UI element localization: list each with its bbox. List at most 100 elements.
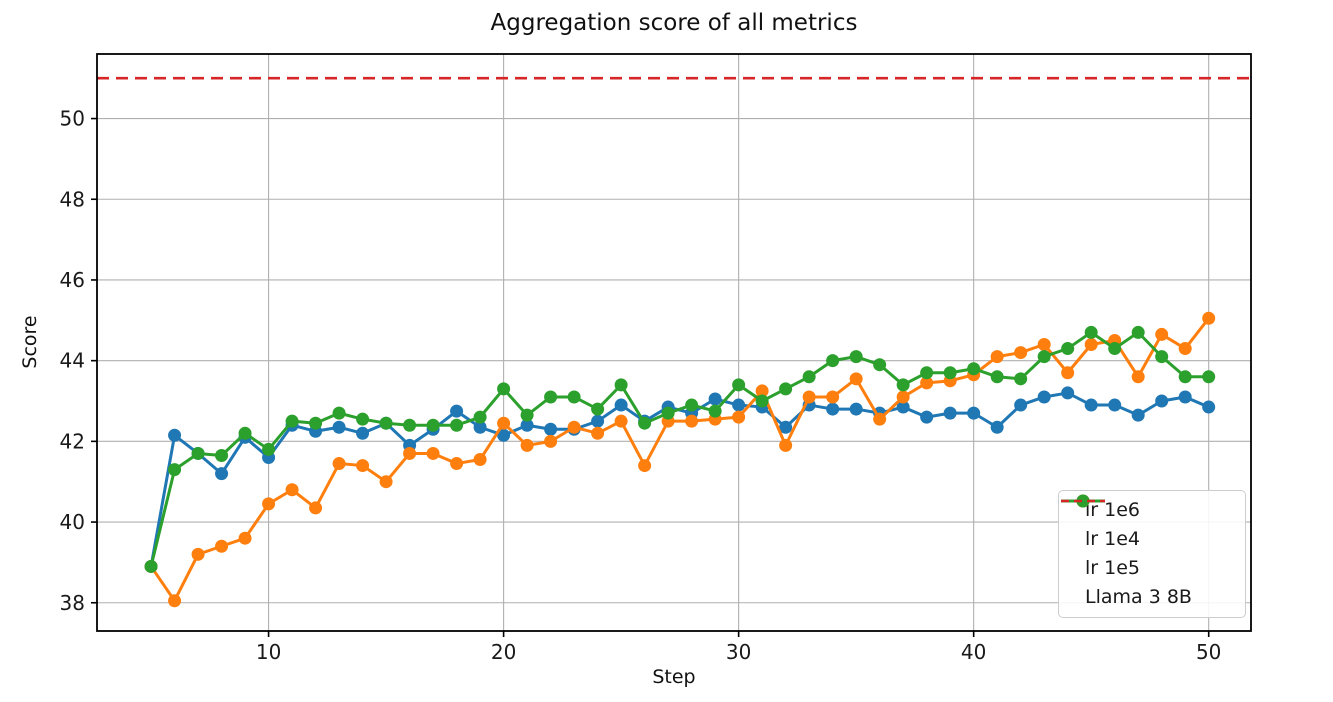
data-point-marker bbox=[168, 594, 182, 608]
data-point-marker bbox=[873, 412, 887, 426]
data-point-marker bbox=[614, 414, 628, 428]
data-point-marker bbox=[967, 406, 981, 420]
data-point-marker bbox=[285, 414, 299, 428]
data-point-marker bbox=[1131, 325, 1145, 339]
data-point-marker bbox=[802, 370, 816, 384]
data-point-marker bbox=[826, 390, 840, 404]
series-lr-1e4 bbox=[144, 311, 1216, 608]
data-point-marker bbox=[379, 475, 393, 489]
legend-entry: lr 1e4 bbox=[1061, 494, 1245, 554]
data-point-marker bbox=[356, 459, 370, 473]
data-point-marker bbox=[450, 418, 464, 432]
data-point-marker bbox=[403, 446, 417, 460]
data-point-marker bbox=[614, 398, 628, 412]
data-point-marker bbox=[732, 410, 746, 424]
data-point-marker bbox=[779, 438, 793, 452]
data-point-marker bbox=[1108, 398, 1122, 412]
data-point-marker bbox=[873, 358, 887, 372]
data-point-marker bbox=[309, 416, 323, 430]
data-point-marker bbox=[990, 420, 1004, 434]
data-point-marker bbox=[215, 467, 229, 481]
data-point-marker bbox=[943, 406, 957, 420]
data-point-marker bbox=[544, 390, 558, 404]
data-point-marker bbox=[920, 410, 934, 424]
data-point-marker bbox=[896, 390, 910, 404]
data-point-marker bbox=[896, 378, 910, 392]
data-point-marker bbox=[779, 420, 793, 434]
data-point-marker bbox=[1178, 390, 1192, 404]
data-point-marker bbox=[591, 414, 605, 428]
data-point-marker bbox=[426, 418, 440, 432]
data-point-marker bbox=[215, 539, 229, 553]
data-point-marker bbox=[567, 420, 581, 434]
y-tick-label: 44 bbox=[60, 349, 85, 373]
plot-frame bbox=[96, 53, 1252, 632]
data-point-marker bbox=[520, 438, 534, 452]
data-point-marker bbox=[990, 370, 1004, 384]
data-point-marker bbox=[497, 382, 511, 396]
data-point-marker bbox=[520, 418, 534, 432]
data-point-marker bbox=[238, 531, 252, 545]
series-line bbox=[149, 317, 1210, 603]
data-point-marker bbox=[967, 362, 981, 376]
legend-label: lr 1e4 bbox=[1085, 528, 1140, 550]
data-point-marker bbox=[1155, 350, 1169, 364]
data-point-marker bbox=[1014, 372, 1028, 386]
data-point-marker bbox=[1084, 398, 1098, 412]
legend-label: lr 1e5 bbox=[1085, 557, 1140, 579]
data-point-marker bbox=[1061, 342, 1075, 356]
data-point-marker bbox=[473, 453, 487, 467]
data-point-marker bbox=[1131, 408, 1145, 422]
y-tick-label: 50 bbox=[60, 107, 85, 131]
data-point-marker bbox=[1108, 342, 1122, 356]
data-point-marker bbox=[1061, 386, 1075, 400]
data-point-marker bbox=[191, 547, 205, 561]
data-point-marker bbox=[614, 378, 628, 392]
data-point-marker bbox=[450, 457, 464, 471]
data-point-marker bbox=[1178, 342, 1192, 356]
legend-entry: Llama 3 8B bbox=[1061, 499, 1245, 612]
data-point-marker bbox=[1178, 370, 1192, 384]
data-point-marker bbox=[638, 416, 652, 430]
data-point-marker bbox=[826, 354, 840, 368]
data-point-marker bbox=[544, 434, 558, 448]
data-point-marker bbox=[1037, 390, 1051, 404]
y-tick-label: 46 bbox=[60, 268, 85, 292]
y-tick-label: 40 bbox=[60, 510, 85, 534]
data-point-marker bbox=[191, 446, 205, 460]
data-point-marker bbox=[497, 416, 511, 430]
data-point-marker bbox=[1131, 370, 1145, 384]
data-point-marker bbox=[802, 390, 816, 404]
data-point-marker bbox=[849, 350, 863, 364]
data-point-marker bbox=[920, 366, 934, 380]
axis-ticks bbox=[91, 117, 1210, 637]
x-tick-label: 10 bbox=[256, 640, 281, 664]
data-point-marker bbox=[450, 404, 464, 418]
data-point-marker bbox=[1014, 398, 1028, 412]
data-point-marker bbox=[168, 463, 182, 477]
gridlines bbox=[97, 54, 1251, 631]
data-point-marker bbox=[685, 414, 699, 428]
data-point-marker bbox=[309, 501, 323, 515]
data-point-marker bbox=[591, 402, 605, 416]
y-tick-label: 48 bbox=[60, 187, 85, 211]
chart-title: Aggregation score of all metrics bbox=[490, 10, 858, 36]
data-point-marker bbox=[567, 390, 581, 404]
x-axis-label: Step bbox=[652, 666, 696, 688]
y-tick-label: 42 bbox=[60, 429, 85, 453]
data-point-marker bbox=[1155, 394, 1169, 408]
data-point-marker bbox=[755, 384, 769, 398]
data-point-marker bbox=[732, 378, 746, 392]
data-point-marker bbox=[168, 428, 182, 442]
data-point-marker bbox=[238, 426, 252, 440]
data-point-marker bbox=[262, 442, 276, 456]
data-point-marker bbox=[849, 372, 863, 386]
data-point-marker bbox=[379, 416, 393, 430]
data-point-marker bbox=[661, 406, 675, 420]
data-point-marker bbox=[638, 459, 652, 473]
data-point-marker bbox=[732, 398, 746, 412]
data-point-marker bbox=[520, 408, 534, 422]
legend-dashed-line-icon bbox=[1061, 499, 1105, 503]
